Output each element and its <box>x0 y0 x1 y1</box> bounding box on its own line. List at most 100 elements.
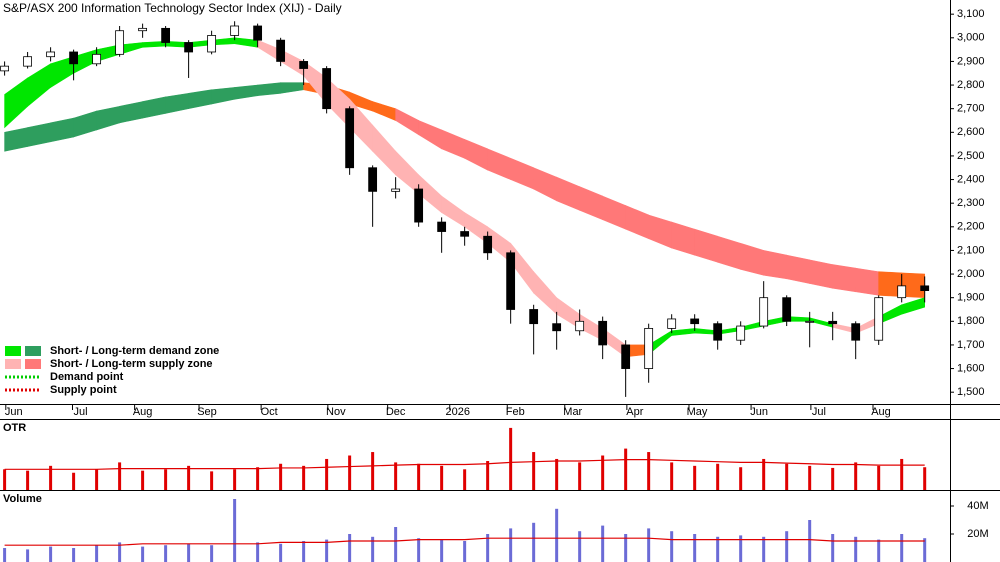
volume-bar <box>3 548 7 562</box>
candle-body <box>0 65 10 72</box>
legend-label: Short- / Long-term supply zone <box>50 358 213 370</box>
otr-bar <box>279 463 283 490</box>
candle-body <box>506 252 516 310</box>
otr-bar <box>302 465 306 490</box>
candle-body <box>759 297 769 327</box>
volume-bar <box>325 539 329 562</box>
candle-body <box>437 221 447 232</box>
candle-body <box>161 27 171 43</box>
candle-body <box>575 320 585 332</box>
otr-bar <box>210 471 214 490</box>
volume-bar <box>210 545 214 562</box>
candle-body <box>184 42 194 53</box>
y-tick-label: 2,000 <box>957 268 985 280</box>
candle-body <box>23 56 33 67</box>
zones <box>4 37 925 358</box>
volume-bar <box>578 531 582 562</box>
candle-body <box>805 320 815 323</box>
otr-bar <box>141 470 145 490</box>
legend-label: Demand point <box>50 371 124 383</box>
y-tick-label: 2,200 <box>957 221 985 233</box>
otr-bar <box>785 463 789 490</box>
y-tick-label: 3,000 <box>957 32 985 44</box>
candle-body <box>138 27 148 32</box>
otr-bar <box>923 467 927 490</box>
zone-segment <box>763 250 787 280</box>
x-tick-label: Jun <box>750 406 768 418</box>
volume-bar <box>808 520 812 562</box>
otr-bar <box>716 463 720 490</box>
otr-average <box>4 459 925 470</box>
otr-bar <box>394 462 398 490</box>
otr-bar <box>348 455 352 490</box>
candle-body <box>874 297 884 341</box>
otr-bar <box>578 462 582 490</box>
otr-bar <box>854 462 858 490</box>
x-tick-label: Jul <box>73 406 87 418</box>
zone-segment <box>786 254 810 284</box>
volume-bar <box>164 545 168 562</box>
zone-segment <box>832 264 856 293</box>
x-tick-label: May <box>687 406 708 418</box>
otr-bar <box>440 465 444 490</box>
x-tick-label: Aug <box>871 406 891 418</box>
candle-body <box>552 323 562 332</box>
legend-swatch <box>5 346 21 356</box>
candle-body <box>782 297 792 322</box>
candle-body <box>207 35 217 53</box>
y-tick-label: 2,500 <box>957 150 985 162</box>
otr-bar <box>371 452 375 490</box>
volume-bar <box>141 546 145 562</box>
volume-bar <box>923 538 927 562</box>
zone-segment <box>855 267 879 296</box>
volume-bar <box>486 534 490 562</box>
volume-bar <box>532 522 536 562</box>
candle-body <box>92 53 102 65</box>
y-tick-label: 2,900 <box>957 55 985 67</box>
otr-bar <box>762 458 766 490</box>
volume-bar <box>877 539 881 562</box>
candle-body <box>253 25 263 41</box>
x-tick-label: Aug <box>133 406 153 418</box>
legend-swatch <box>5 359 21 369</box>
otr-bar <box>26 470 30 490</box>
otr-bar <box>808 465 812 490</box>
y-tick-label: 2,800 <box>957 79 985 91</box>
x-tick-label: Jul <box>812 406 826 418</box>
candle-body <box>414 188 424 223</box>
volume-bar <box>831 534 835 562</box>
zone-segment <box>809 259 833 289</box>
candle-body <box>391 188 401 192</box>
x-tick-label: Jun <box>5 406 23 418</box>
otr-bar <box>325 458 329 490</box>
chart-title: S&P/ASX 200 Information Technology Secto… <box>3 1 342 15</box>
otr-bar <box>739 467 743 490</box>
otr-bar <box>486 461 490 490</box>
volume-bar <box>118 542 122 562</box>
x-tick-label: Oct <box>261 406 278 418</box>
x-tick-label: Feb <box>506 406 525 418</box>
otr-bar <box>509 427 513 490</box>
otr-bar <box>233 469 237 490</box>
volume-bar <box>256 542 260 562</box>
volume-bar <box>440 539 444 562</box>
volume-bar <box>371 536 375 562</box>
candle-body <box>46 51 56 58</box>
otr-bar <box>417 463 421 490</box>
otr-bar <box>624 448 628 490</box>
x-tick-label: Dec <box>386 406 406 418</box>
volume-y-tick-label: 40M <box>967 500 988 512</box>
otr-bar <box>900 458 904 490</box>
otr-label: OTR <box>3 422 26 434</box>
otr-bar <box>670 462 674 490</box>
y-tick-label: 2,100 <box>957 244 985 256</box>
volume-bar <box>394 527 398 562</box>
volume-bar <box>670 531 674 562</box>
volume-bar <box>187 543 191 562</box>
otr-bar <box>187 465 191 490</box>
x-tick-label: Apr <box>626 406 643 418</box>
candle-body <box>897 285 907 299</box>
otr-bar <box>532 452 536 490</box>
otr-bar <box>49 465 53 490</box>
otr-bar <box>647 452 651 490</box>
